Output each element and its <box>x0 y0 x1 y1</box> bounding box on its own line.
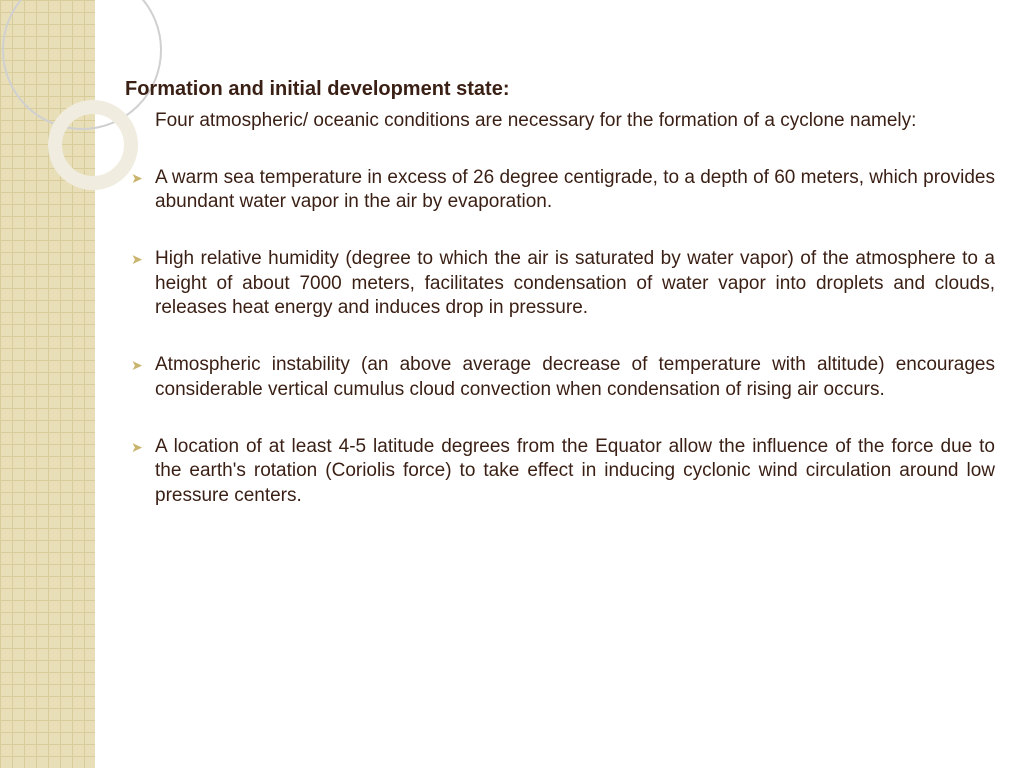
bullet-text: A warm sea temperature in excess of 26 d… <box>155 166 995 215</box>
bullet-arrow-icon: ➤ <box>131 166 155 215</box>
bullet-arrow-icon: ➤ <box>131 353 155 402</box>
bullet-arrow-icon: ➤ <box>131 435 155 509</box>
bullet-text: Atmospheric instability (an above averag… <box>155 353 995 402</box>
list-item: ➤ A warm sea temperature in excess of 26… <box>125 166 995 215</box>
slide-content: Formation and initial development state:… <box>125 78 995 541</box>
list-item: ➤ High relative humidity (degree to whic… <box>125 247 995 321</box>
bullet-text: High relative humidity (degree to which … <box>155 247 995 321</box>
list-item: ➤ Atmospheric instability (an above aver… <box>125 353 995 402</box>
slide-title: Formation and initial development state: <box>125 78 995 101</box>
intro-text: Four atmospheric/ oceanic conditions are… <box>125 109 995 134</box>
list-item: ➤ A location of at least 4-5 latitude de… <box>125 435 995 509</box>
bullet-arrow-icon: ➤ <box>131 247 155 321</box>
bullet-text: A location of at least 4-5 latitude degr… <box>155 435 995 509</box>
